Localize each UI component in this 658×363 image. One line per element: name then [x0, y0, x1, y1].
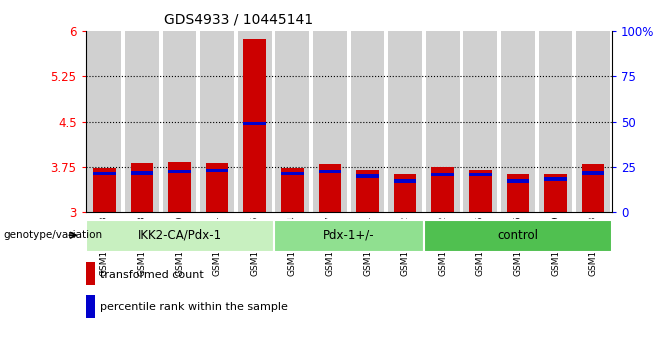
Bar — [539, 31, 572, 212]
Bar — [281, 168, 303, 212]
Bar — [576, 31, 610, 212]
Bar — [86, 220, 274, 252]
Bar — [388, 31, 422, 212]
Bar — [432, 172, 454, 176]
Bar — [356, 174, 379, 178]
Bar — [582, 171, 605, 175]
Bar — [206, 163, 228, 212]
Bar — [93, 168, 116, 212]
Text: percentile rank within the sample: percentile rank within the sample — [100, 302, 288, 313]
Bar — [394, 179, 417, 183]
Bar — [507, 174, 529, 212]
Bar — [426, 31, 460, 212]
Bar — [281, 172, 303, 175]
Text: GDS4933 / 10445141: GDS4933 / 10445141 — [164, 13, 314, 27]
Bar — [163, 31, 197, 212]
Text: Pdx-1+/-: Pdx-1+/- — [323, 229, 374, 242]
Text: transformed count: transformed count — [100, 270, 203, 280]
Bar — [318, 164, 342, 212]
Bar — [243, 122, 266, 125]
Bar — [351, 31, 384, 212]
Bar — [168, 162, 191, 212]
Bar — [313, 31, 347, 212]
Bar — [318, 170, 342, 174]
Text: IKK2-CA/Pdx-1: IKK2-CA/Pdx-1 — [138, 229, 222, 242]
Text: genotype/variation: genotype/variation — [3, 230, 103, 240]
Bar — [86, 262, 95, 285]
Bar — [469, 170, 492, 212]
Bar — [243, 39, 266, 212]
Bar — [168, 170, 191, 173]
Bar — [432, 167, 454, 212]
Bar — [544, 178, 567, 181]
Bar — [356, 170, 379, 212]
Bar — [507, 179, 529, 183]
Bar — [131, 171, 153, 175]
Bar — [424, 220, 612, 252]
Bar — [469, 172, 492, 176]
Bar — [93, 172, 116, 175]
Bar — [131, 163, 153, 212]
Bar — [206, 169, 228, 172]
Bar — [86, 295, 95, 318]
Bar — [463, 31, 497, 212]
Bar — [274, 220, 424, 252]
Bar — [501, 31, 535, 212]
Bar — [88, 31, 121, 212]
Bar — [238, 31, 272, 212]
Bar — [544, 174, 567, 212]
Text: control: control — [497, 229, 538, 242]
Bar — [582, 164, 605, 212]
Bar — [276, 31, 309, 212]
Bar — [125, 31, 159, 212]
Bar — [200, 31, 234, 212]
Bar — [394, 174, 417, 212]
